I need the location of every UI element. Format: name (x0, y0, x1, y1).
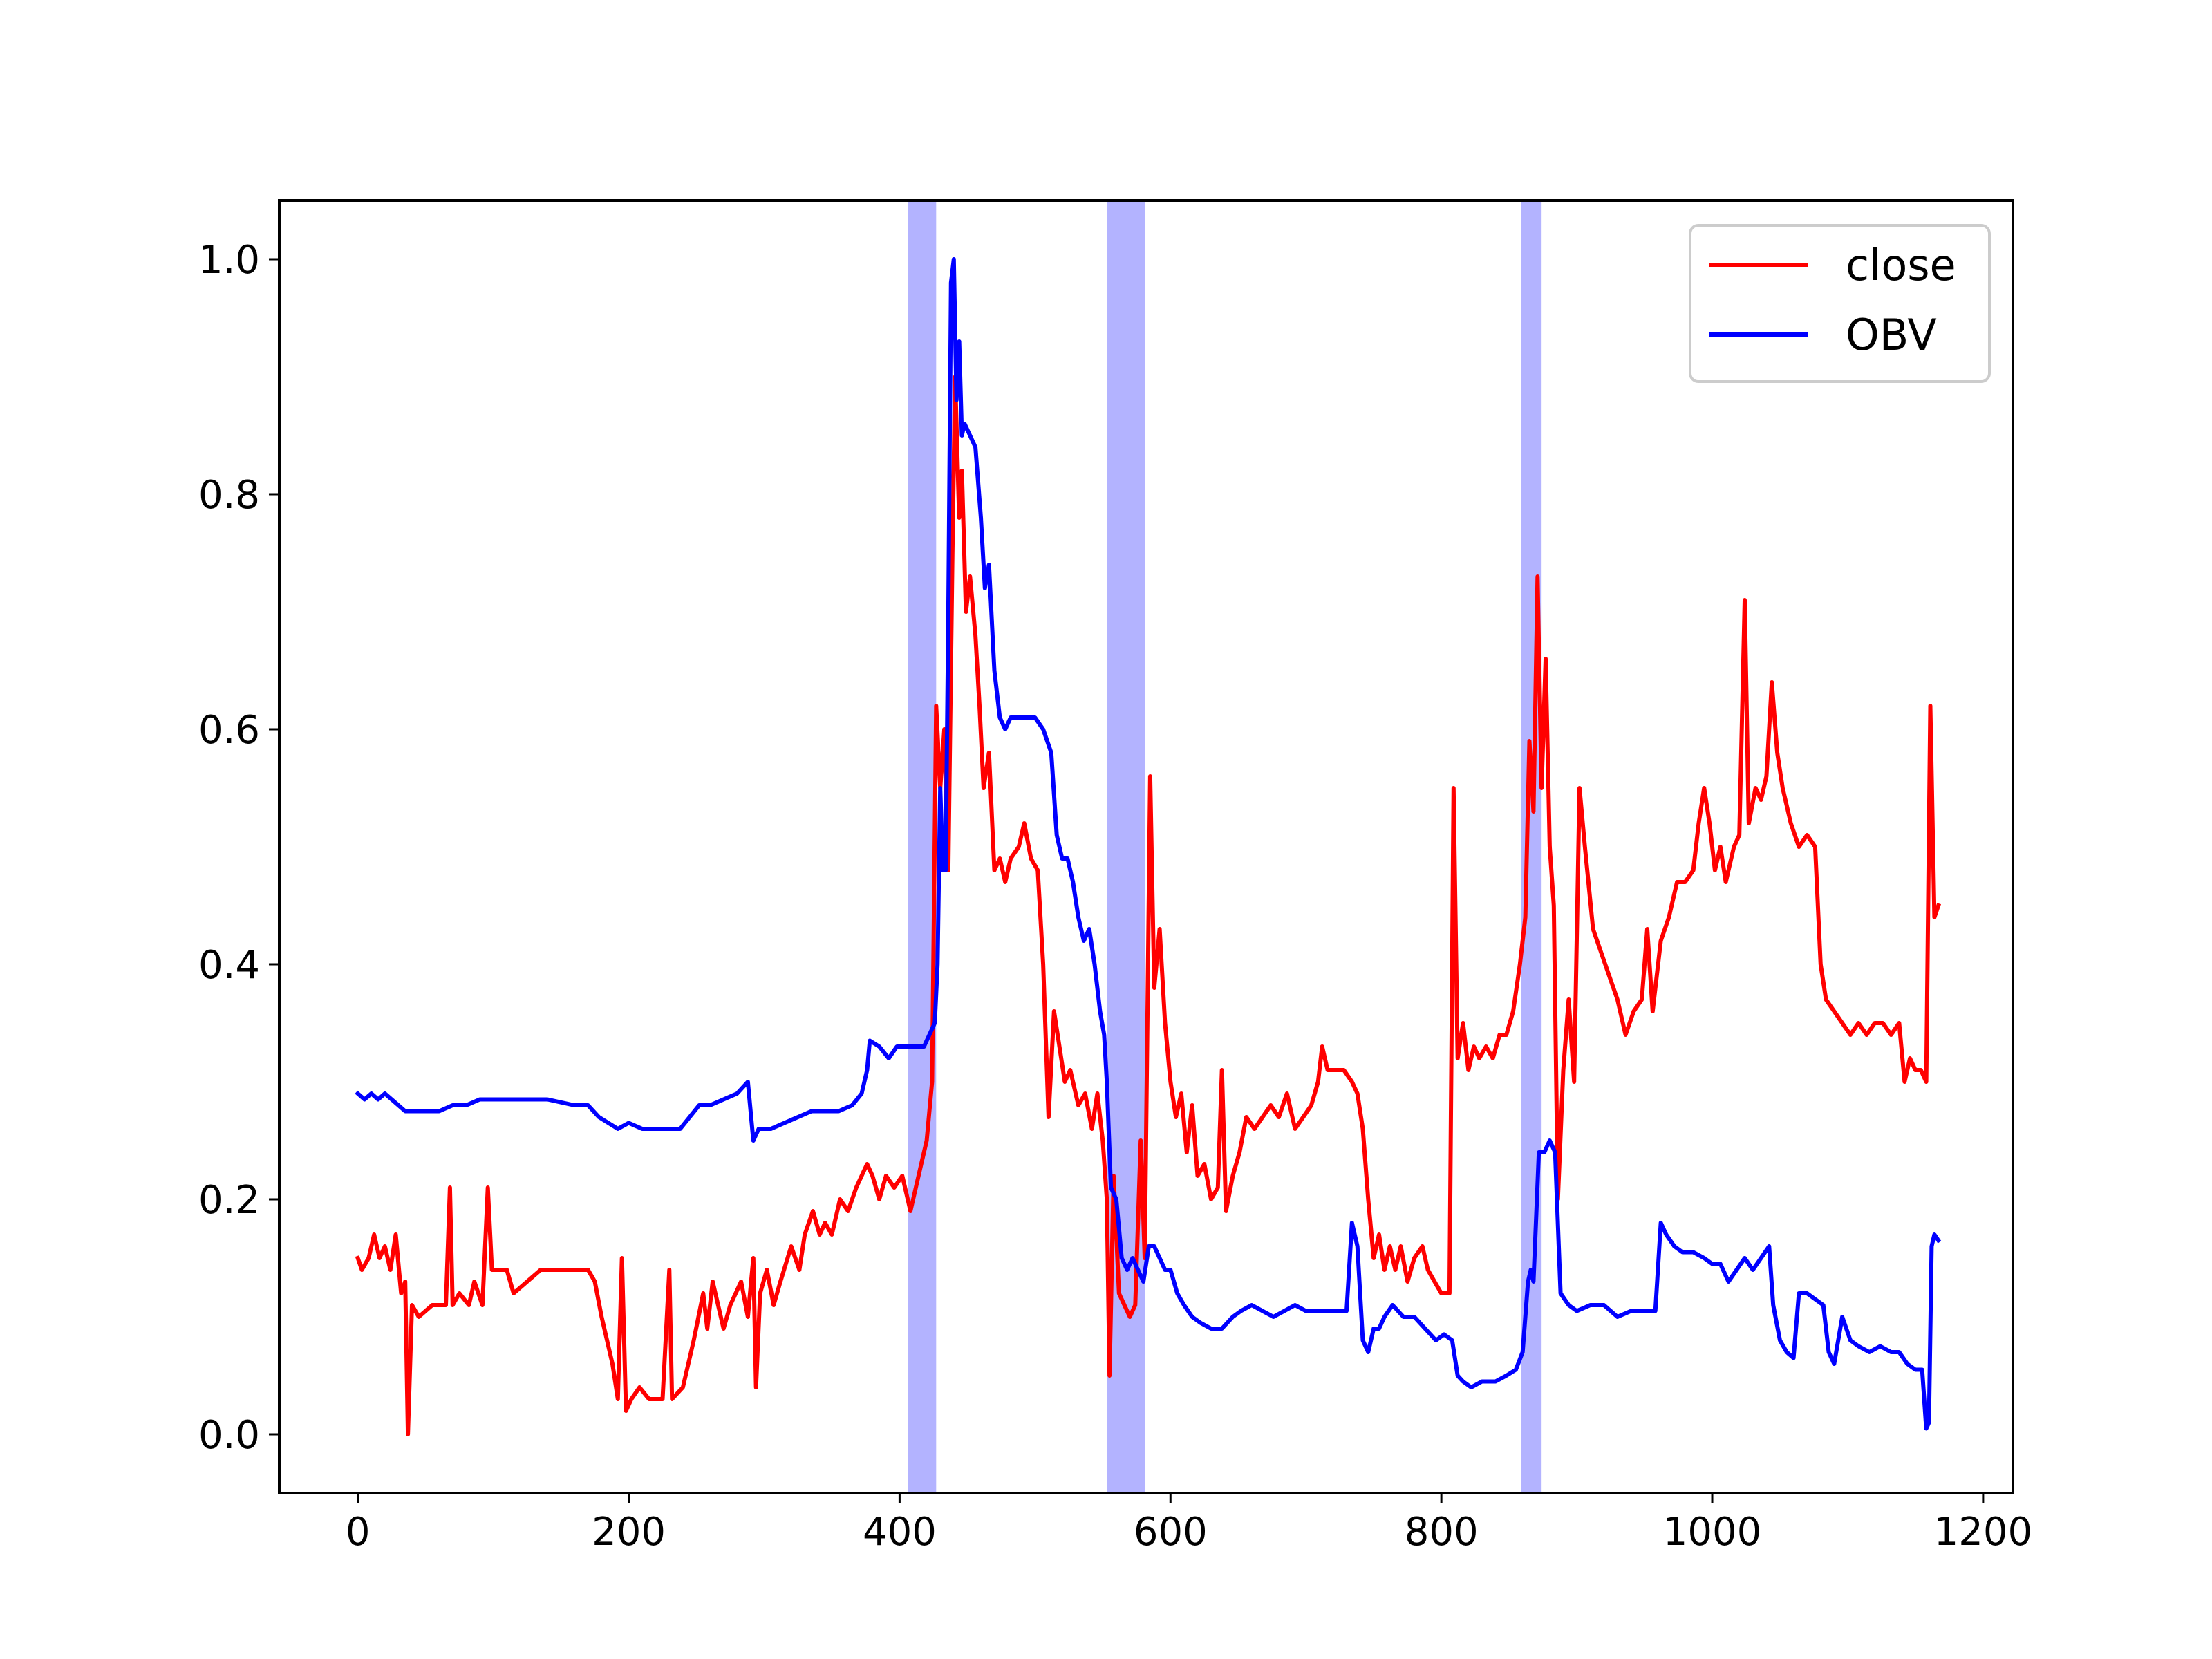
legend-label-close: close (1846, 240, 1956, 290)
highlight-span-3 (1521, 200, 1542, 1493)
y-tick-label: 0.8 (198, 473, 260, 518)
y-tick-label: 0.2 (198, 1178, 260, 1223)
legend-label-obv: OBV (1846, 310, 1937, 360)
x-tick-label: 1200 (1934, 1510, 2033, 1555)
y-tick-label: 1.0 (198, 238, 260, 283)
x-tick-label: 400 (863, 1510, 937, 1555)
x-tick-label: 200 (592, 1510, 666, 1555)
series-lines (355, 257, 1942, 1436)
y-tick-label: 0.6 (198, 708, 260, 753)
series-line-close (355, 375, 1942, 1436)
y-tick-label: 0.0 (198, 1413, 260, 1458)
x-tick-label: 0 (346, 1510, 371, 1555)
plot-frame (278, 199, 2014, 1494)
series-line-obv (355, 257, 1942, 1431)
y-axis-ticks: 0.0 0.2 0.4 0.6 0.8 1.0 (198, 238, 279, 1458)
highlight-span-1 (908, 200, 937, 1493)
highlight-spans (908, 200, 1542, 1493)
x-axis-ticks: 0 200 400 600 800 1000 1200 (346, 1493, 2032, 1555)
legend: close OBV (1689, 224, 1991, 383)
x-tick-label: 600 (1134, 1510, 1208, 1555)
x-tick-label: 1000 (1663, 1510, 1762, 1555)
x-tick-label: 800 (1405, 1510, 1479, 1555)
y-tick-label: 0.4 (198, 943, 260, 988)
